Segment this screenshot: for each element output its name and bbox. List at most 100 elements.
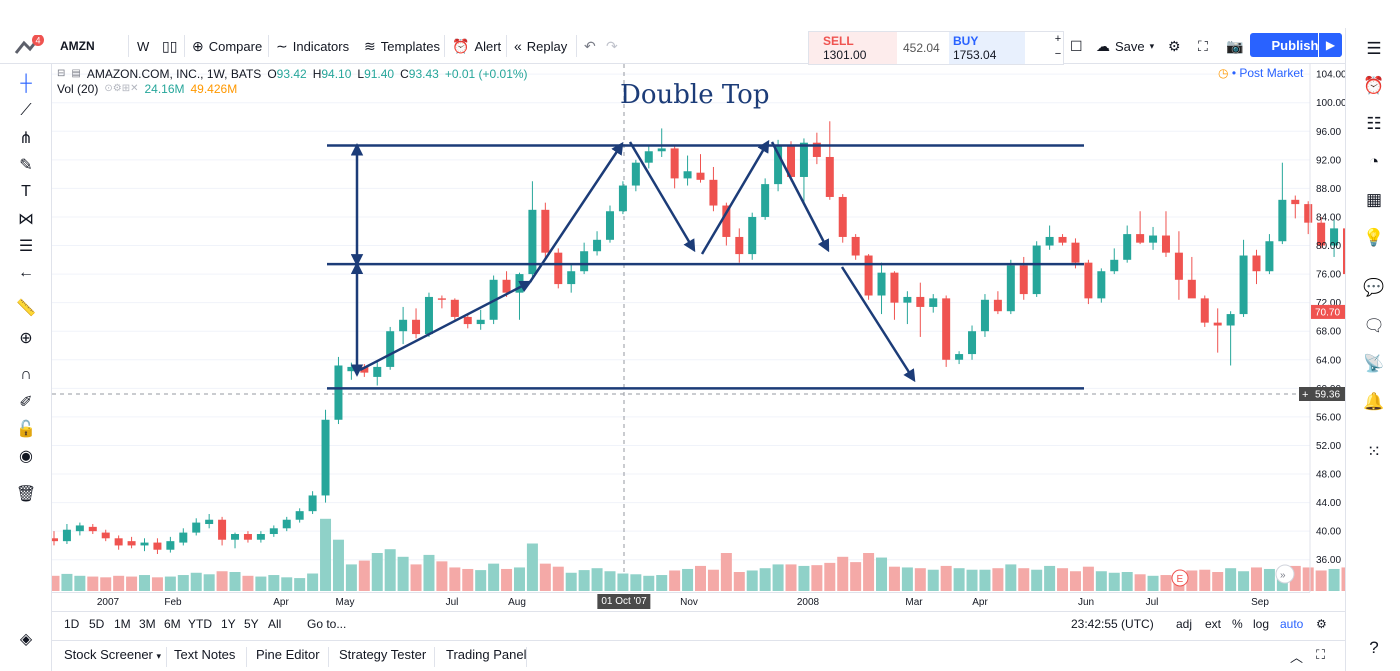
calendar-button[interactable]: ▦	[1359, 187, 1389, 213]
fib-tool-button[interactable]: ⋔	[12, 126, 40, 150]
notifications-button[interactable]: 🔔	[1359, 389, 1389, 415]
candle-body	[243, 534, 252, 540]
price-axis[interactable]: 104.00 100.00 96.00 92.00 88.00 84.00 80.00 76.…	[1171, 70, 1345, 587]
range-ytd-button[interactable]: YTD	[188, 617, 212, 631]
lock-drawings-button[interactable]: 🔓	[12, 417, 40, 441]
hide-drawings-button[interactable]: ◉	[12, 444, 40, 468]
range-5d-button[interactable]: 5D	[89, 617, 105, 631]
alerts-button[interactable]: ⏰	[1359, 73, 1389, 99]
prediction-tool-button[interactable]: ☰	[12, 234, 40, 258]
redo-button[interactable]: ↷	[606, 28, 618, 64]
chart-style-button[interactable]: ▯▯	[162, 28, 177, 64]
tab-stock-screener[interactable]: Stock Screener ▾	[64, 647, 161, 662]
sell-button[interactable]: SELL 1301.00	[809, 32, 897, 64]
volume-bar	[1082, 566, 1094, 591]
utc-clock[interactable]: 23:42:55 (UTC)	[1071, 617, 1154, 631]
back-button[interactable]: ←	[12, 261, 40, 285]
candle	[295, 508, 304, 523]
text-tool-button[interactable]: T	[12, 180, 40, 204]
save-button[interactable]: ☁ Save ▾	[1096, 28, 1154, 64]
range-1d-button[interactable]: 1D	[64, 617, 80, 631]
post-market-status[interactable]: ◷ • Post Market	[1218, 66, 1304, 80]
extended-hours-button[interactable]: ext	[1205, 617, 1222, 631]
range-all-button[interactable]: All	[268, 617, 282, 631]
candle	[101, 529, 110, 542]
ideas-button[interactable]: 💡	[1359, 225, 1389, 251]
candle	[1213, 308, 1222, 353]
candle-body	[1097, 271, 1106, 299]
collapse-legend-icon[interactable]: ⊟	[57, 68, 66, 79]
tab-trading-panel[interactable]: Trading Panel	[446, 647, 527, 662]
data-window-button[interactable]: ☷	[1359, 111, 1389, 137]
watchlist-button[interactable]: ☰	[1359, 36, 1389, 62]
dom-button[interactable]: ⁙	[1359, 439, 1389, 465]
settings-button[interactable]: ⚙	[1168, 28, 1181, 64]
list-icon: ☰	[1366, 39, 1382, 58]
pie-clock-icon: ◔	[1368, 152, 1380, 171]
increase-button[interactable]: +	[1054, 33, 1062, 45]
volume-bar	[1147, 575, 1159, 591]
candle-body	[373, 366, 382, 377]
brush-tool-button[interactable]: ✎	[12, 153, 40, 177]
trend-arrow	[628, 141, 696, 253]
chats-button[interactable]: 💬	[1359, 275, 1389, 301]
help-button[interactable]: ?	[1359, 635, 1389, 661]
range-5y-button[interactable]: 5Y	[244, 617, 259, 631]
adjust-button[interactable]: adj	[1176, 617, 1193, 631]
compare-button[interactable]: ⊕ Compare	[192, 28, 262, 64]
maximize-panel-button[interactable]: ⛶	[1316, 647, 1325, 663]
buy-price: 1753.04	[953, 48, 997, 62]
logo-button[interactable]: 4	[14, 28, 44, 64]
volume-bar	[746, 570, 758, 591]
tab-pine-editor[interactable]: Pine Editor	[256, 647, 320, 662]
toolbar-divider	[506, 35, 507, 57]
candle-body	[386, 331, 395, 367]
log-scale-button[interactable]: log	[1253, 617, 1270, 631]
crosshair-tool-button[interactable]: ┼	[12, 72, 40, 96]
price-chart[interactable]: 104.00 100.00 96.00 92.00 88.00 84.00 80.00 76.…	[52, 64, 1345, 592]
interval-button[interactable]: W	[137, 38, 150, 54]
candle-body	[605, 211, 614, 240]
goto-date-button[interactable]: Go to...	[307, 617, 347, 631]
chart-settings-button[interactable]: ⚙	[1316, 617, 1327, 631]
pattern-tool-button[interactable]: ⋈	[12, 207, 40, 231]
tab-strategy-tester[interactable]: Strategy Tester	[339, 647, 427, 662]
magnet-tool-button[interactable]: ∩	[12, 363, 40, 387]
fullscreen-box-button[interactable]: ☐	[1070, 28, 1083, 64]
hotlists-button[interactable]: ◔	[1359, 149, 1389, 175]
candle-body	[205, 519, 214, 525]
object-tree-button[interactable]: ◈	[12, 627, 40, 651]
volume-bar	[876, 557, 888, 591]
zoom-tool-button[interactable]: ⊕	[12, 326, 40, 350]
remove-drawings-button[interactable]: 🗑	[12, 482, 40, 506]
collapse-panel-button[interactable]: ︿	[1290, 647, 1303, 666]
indicator-controls-icon[interactable]: ⊙⚙⊞✕	[104, 83, 139, 94]
snapshot-button[interactable]: 📷	[1226, 28, 1243, 64]
alert-button[interactable]: ⏰ Alert	[452, 28, 501, 64]
symbol-search-button[interactable]: AMZN	[60, 39, 95, 53]
ruler-tool-button[interactable]: 📏	[12, 296, 40, 320]
publish-options-button[interactable]: ▶	[1318, 33, 1342, 57]
undo-button[interactable]: ↶	[584, 28, 596, 64]
percent-scale-button[interactable]: %	[1232, 617, 1243, 631]
time-axis[interactable]: 2007 Feb Apr May Jul Aug 01 Oct '07 Nov …	[52, 592, 1310, 610]
messages-button[interactable]: 🗨	[1359, 313, 1389, 339]
fullscreen-button[interactable]: ⛶	[1198, 28, 1208, 64]
decrease-button[interactable]: −	[1054, 48, 1062, 60]
range-3m-button[interactable]: 3M	[139, 617, 156, 631]
trendline-tool-button[interactable]: ⟋	[12, 99, 40, 123]
buy-button[interactable]: BUY 1753.04	[949, 32, 1025, 64]
streams-button[interactable]: 📡	[1359, 351, 1389, 377]
replay-button[interactable]: « Replay	[514, 28, 567, 64]
range-1m-button[interactable]: 1M	[114, 617, 131, 631]
candle	[567, 264, 576, 293]
stay-drawing-button[interactable]: ✐	[12, 390, 40, 414]
auto-scale-button[interactable]: auto	[1280, 617, 1304, 631]
templates-button[interactable]: ≋ Templates	[364, 28, 440, 64]
tab-text-notes[interactable]: Text Notes	[174, 647, 236, 662]
indicators-button[interactable]: ∼ Indicators	[276, 28, 349, 64]
range-1y-button[interactable]: 1Y	[221, 617, 236, 631]
candle-body	[1304, 204, 1313, 223]
range-6m-button[interactable]: 6M	[164, 617, 181, 631]
candle-body	[709, 179, 718, 206]
